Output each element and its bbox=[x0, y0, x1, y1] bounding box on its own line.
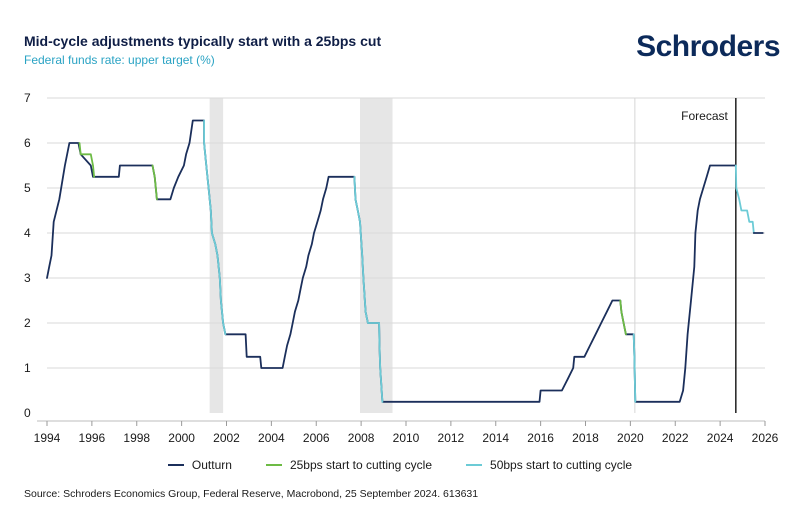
y-tick-label-7: 7 bbox=[24, 91, 31, 105]
x-tick-label-2012: 2012 bbox=[438, 431, 465, 445]
x-tick-label-1996: 1996 bbox=[79, 431, 106, 445]
chart-legend: Outturn 25bps start to cutting cycle 50b… bbox=[0, 458, 800, 472]
x-tick-label-2020: 2020 bbox=[617, 431, 644, 445]
series-line-cut25-1-0 bbox=[78, 142, 95, 178]
y-tick-label-4: 4 bbox=[24, 226, 31, 240]
x-tick-label-1998: 1998 bbox=[123, 431, 150, 445]
shaded-period-1 bbox=[360, 98, 393, 413]
legend-swatch-50bps bbox=[466, 464, 483, 466]
legend-label-outturn: Outturn bbox=[191, 458, 232, 472]
x-tick-label-2008: 2008 bbox=[348, 431, 375, 445]
x-tick-label-2002: 2002 bbox=[213, 431, 240, 445]
x-tick-label-2000: 2000 bbox=[168, 431, 195, 445]
legend-label-50bps: 50bps start to cutting cycle bbox=[490, 458, 633, 472]
x-tick-label-2014: 2014 bbox=[482, 431, 509, 445]
x-tick-label-2026: 2026 bbox=[752, 431, 779, 445]
y-tick-label-1: 1 bbox=[24, 361, 31, 375]
legend-item-outturn: Outturn bbox=[167, 458, 232, 472]
forecast-annotation: Forecast bbox=[681, 109, 728, 123]
x-tick-label-1994: 1994 bbox=[34, 431, 61, 445]
x-tick-label-2006: 2006 bbox=[303, 431, 330, 445]
source-note: Source: Schroders Economics Group, Feder… bbox=[24, 488, 479, 500]
chart-subtitle: Federal funds rate: upper target (%) bbox=[24, 53, 215, 67]
chart-title: Mid-cycle adjustments typically start wi… bbox=[24, 33, 382, 49]
y-tick-label-6: 6 bbox=[24, 136, 31, 150]
series-line-cut50-2-2 bbox=[632, 333, 637, 403]
series-line-cut50-2-0 bbox=[203, 119, 227, 336]
legend-item-50bps: 50bps start to cutting cycle bbox=[466, 458, 632, 472]
series-line-cut25-1-2 bbox=[619, 299, 627, 336]
brand-logo: Schroders bbox=[636, 30, 780, 63]
legend-swatch-25bps bbox=[265, 464, 282, 466]
series-line-cut25-1-1 bbox=[151, 164, 158, 201]
y-tick-label-3: 3 bbox=[24, 271, 31, 285]
legend-item-25bps: 25bps start to cutting cycle bbox=[265, 458, 433, 472]
legend-swatch-outturn bbox=[167, 464, 184, 466]
shaded-period-0 bbox=[209, 98, 224, 413]
x-tick-label-2024: 2024 bbox=[707, 431, 734, 445]
y-tick-label-2: 2 bbox=[24, 316, 31, 330]
series-line-cut50-2-1 bbox=[353, 175, 384, 403]
legend-label-25bps: 25bps start to cutting cycle bbox=[289, 458, 433, 472]
y-tick-label-0: 0 bbox=[24, 406, 31, 420]
x-tick-label-2004: 2004 bbox=[258, 431, 285, 445]
y-tick-label-5: 5 bbox=[24, 181, 31, 195]
x-tick-label-2018: 2018 bbox=[572, 431, 599, 445]
x-tick-label-2016: 2016 bbox=[527, 431, 554, 445]
x-tick-label-2010: 2010 bbox=[393, 431, 420, 445]
x-tick-label-2022: 2022 bbox=[662, 431, 689, 445]
series-line-cut50-2-3 bbox=[734, 164, 755, 234]
